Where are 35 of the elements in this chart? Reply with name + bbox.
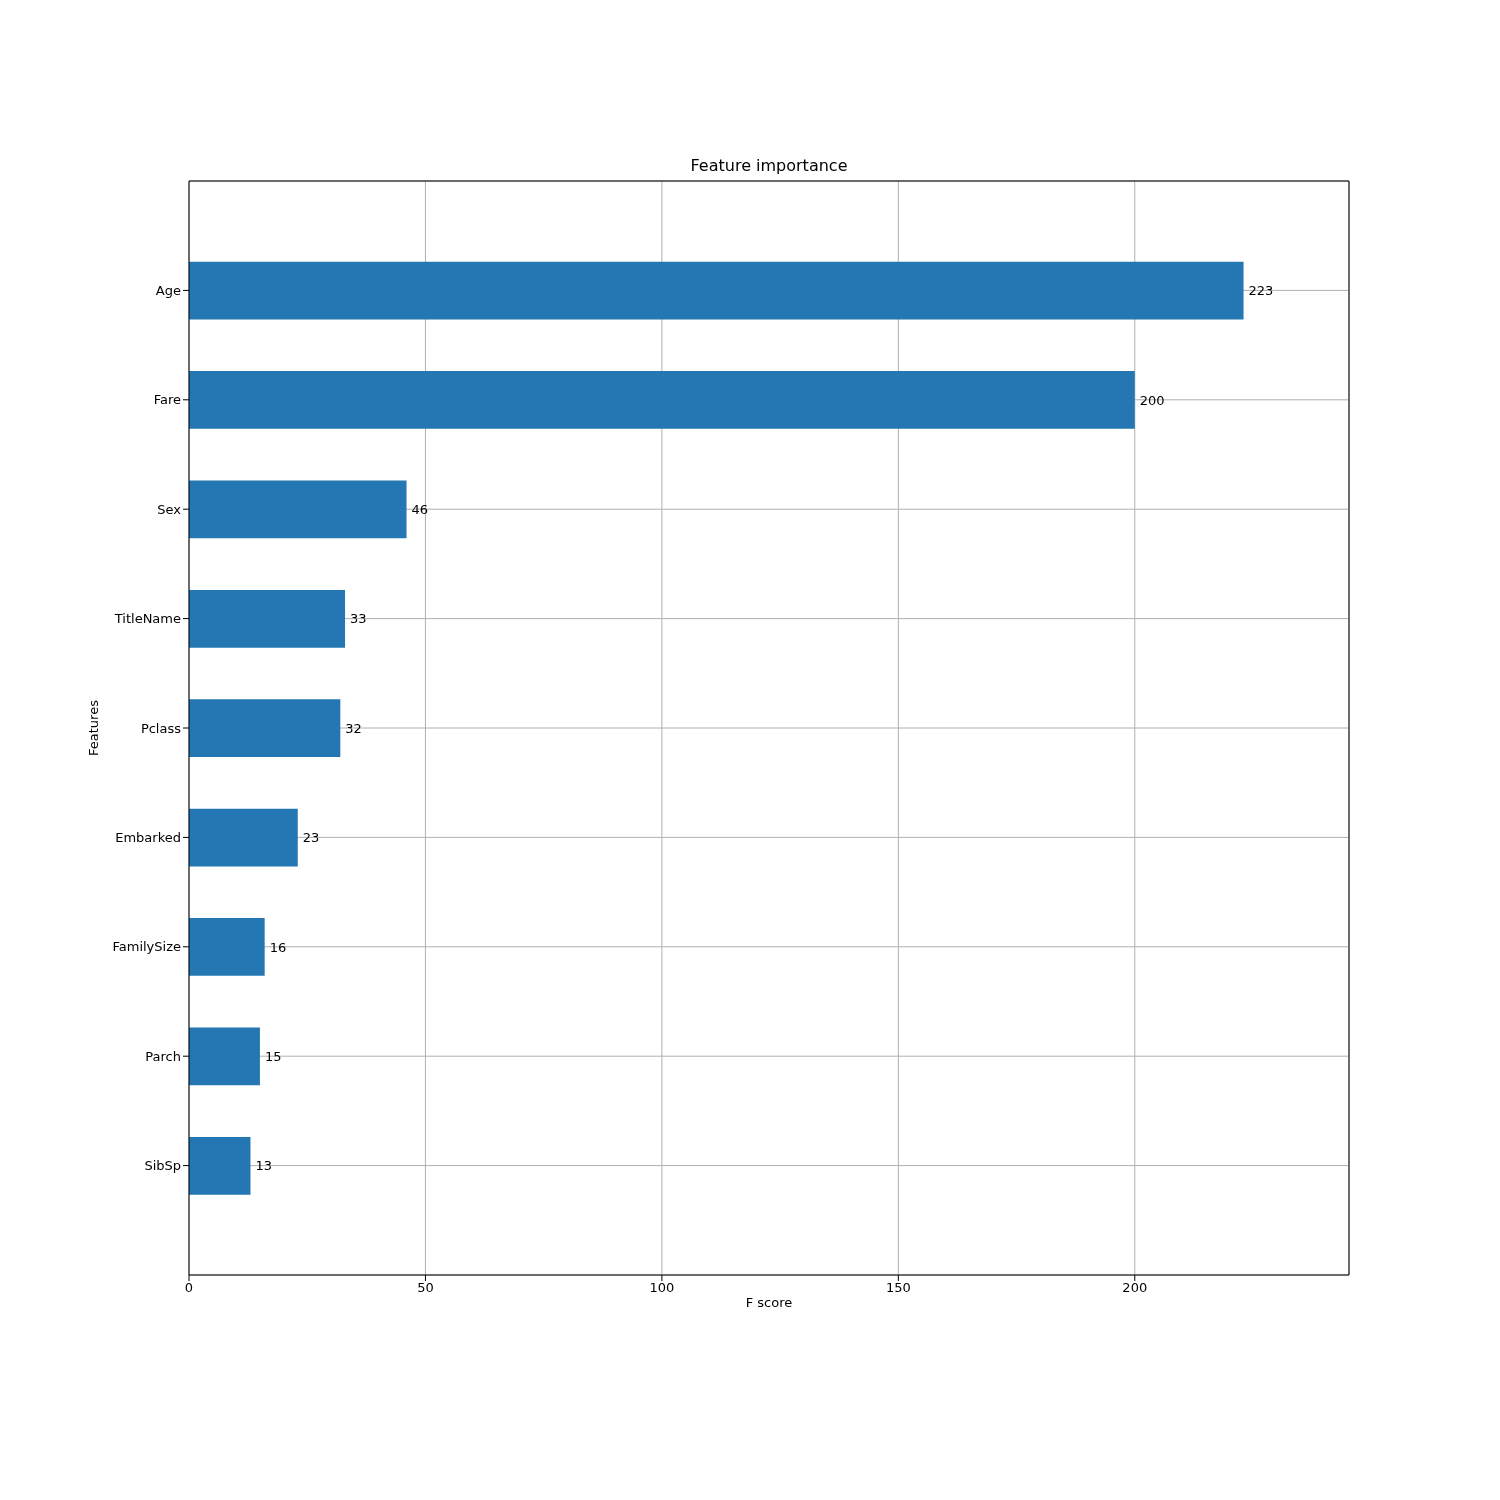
data-label: 13: [255, 1158, 273, 1174]
bar: [189, 699, 341, 758]
bar: [189, 1136, 251, 1195]
bar: [189, 808, 298, 867]
x-axis-title: F score: [745, 1295, 793, 1310]
data-label: 33: [350, 611, 367, 627]
x-tick-label: 0: [184, 1280, 194, 1296]
y-tick-label: SibSp: [144, 1158, 181, 1174]
y-tick-label: Embarked: [115, 830, 181, 846]
bar: [189, 1027, 260, 1086]
data-label: 23: [302, 830, 320, 846]
bar: [189, 261, 1244, 320]
bar: [189, 589, 346, 648]
y-axis-title: Features: [85, 699, 101, 756]
bar: [189, 480, 407, 539]
x-tick-label: 100: [649, 1280, 675, 1296]
data-label: 32: [345, 720, 362, 736]
y-tick-label: FamilySize: [112, 939, 181, 955]
data-label: 200: [1139, 392, 1165, 408]
data-label: 16: [269, 939, 287, 955]
bar: [189, 918, 265, 976]
y-tick-label: Parch: [145, 1048, 181, 1064]
y-tick-label: Age: [155, 283, 181, 299]
y-tick-label: Sex: [157, 501, 182, 517]
chart-title: Feature importance: [689, 156, 849, 175]
x-tick-label: 150: [885, 1280, 911, 1296]
y-tick-label: Pclass: [140, 720, 182, 736]
x-tick-label: 200: [1122, 1280, 1148, 1296]
data-label: 15: [264, 1048, 282, 1064]
y-tick-label: Fare: [153, 392, 181, 408]
bar: [189, 371, 1135, 429]
y-tick-label: TitleName: [113, 611, 181, 627]
x-tick-label: 50: [417, 1280, 434, 1296]
data-label: 46: [411, 501, 429, 517]
data-label: 223: [1248, 283, 1274, 299]
